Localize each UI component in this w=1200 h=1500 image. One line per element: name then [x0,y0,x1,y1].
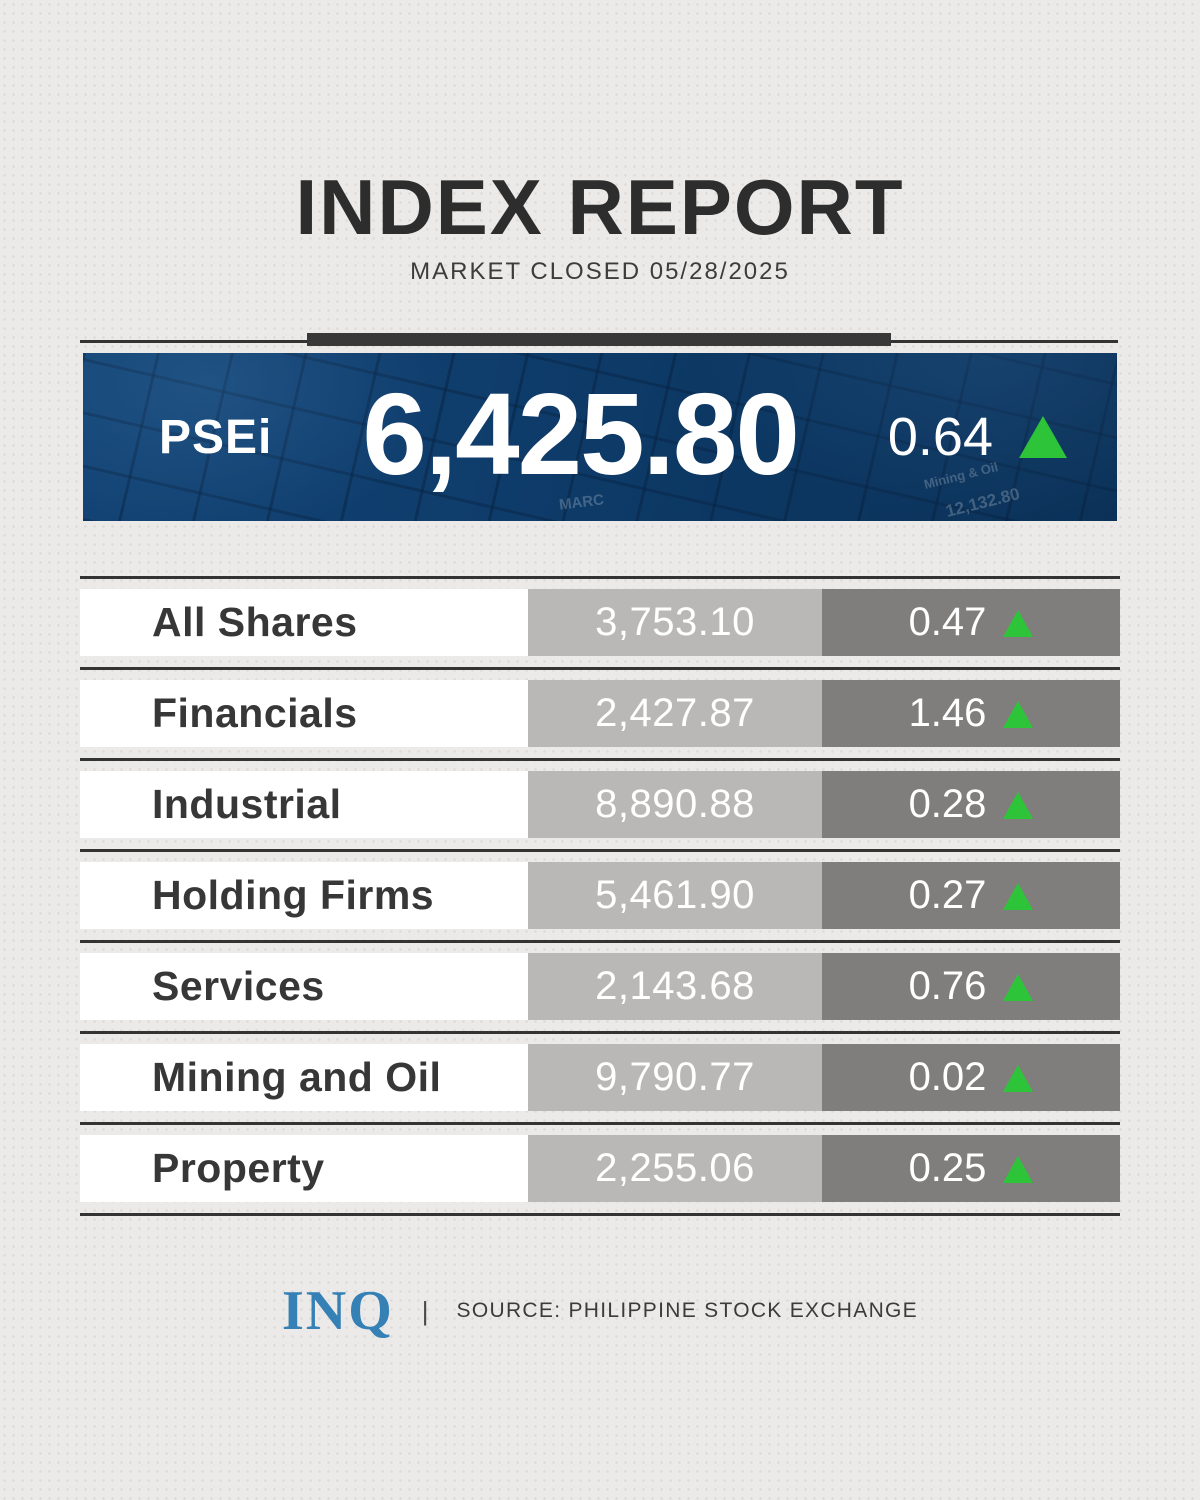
index-change-cell: 0.25 [822,1135,1120,1202]
index-name-cell: Services [80,953,528,1020]
index-name-cell: All Shares [80,589,528,656]
row-separator [80,667,1120,670]
index-name-cell: Mining and Oil [80,1044,528,1111]
index-name-cell: Financials [80,680,528,747]
row-separator [80,758,1120,761]
index-name-cell: Holding Firms [80,862,528,929]
banner-photo-overlay [83,353,1117,521]
row-separator [80,1031,1120,1034]
index-table: All Shares 3,753.10 0.47 Financials 2,42… [80,576,1120,1216]
index-change-cell: 0.28 [822,771,1120,838]
index-change-percent: 0.28 [908,782,987,826]
index-change-cell: 0.02 [822,1044,1120,1111]
index-value-cell: 9,790.77 [528,1044,822,1111]
up-triangle-icon [1003,1156,1034,1183]
index-value-cell: 3,753.10 [528,589,822,656]
inq-logo: INQ [281,1280,394,1342]
index-value-cell: 5,461.90 [528,862,822,929]
index-change-percent: 0.47 [908,600,987,644]
psei-change-group: 0.64 [888,406,1067,468]
psei-change-percent: 0.64 [887,407,993,467]
psei-label: PSEi [159,410,273,464]
index-change-percent: 0.76 [908,964,987,1008]
table-row: Holding Firms 5,461.90 0.27 [80,862,1120,929]
banner-content: PSEi 6,425.80 0.64 [83,353,1117,521]
psei-value: 6,425.80 [362,369,800,499]
index-change-percent: 0.02 [908,1055,987,1099]
row-separator [80,576,1120,579]
up-triangle-icon [1019,416,1067,458]
index-change-percent: 0.27 [908,873,987,917]
up-triangle-icon [1003,974,1034,1001]
table-row: Services 2,143.68 0.76 [80,953,1120,1020]
table-row: All Shares 3,753.10 0.47 [80,589,1120,656]
index-change-cell: 0.47 [822,589,1120,656]
page-title: INDEX REPORT [295,163,905,251]
row-separator [80,1122,1120,1125]
index-value-cell: 2,427.87 [528,680,822,747]
index-change-percent: 0.25 [908,1146,987,1190]
source-attribution: SOURCE: PHILIPPINE STOCK EXCHANGE [456,1299,918,1322]
row-separator [80,1213,1120,1216]
table-row: Financials 2,427.87 1.46 [80,680,1120,747]
up-triangle-icon [1003,610,1034,637]
index-name-cell: Industrial [80,771,528,838]
up-triangle-icon [1003,883,1034,910]
market-status-subtitle: MARKET CLOSED 05/28/2025 [410,258,790,285]
table-row: Industrial 8,890.88 0.28 [80,771,1120,838]
footer-pipe-divider: | [421,1295,429,1326]
index-value-cell: 2,255.06 [528,1135,822,1202]
index-change-cell: 1.46 [822,680,1120,747]
row-separator [80,849,1120,852]
index-name-cell: Property [80,1135,528,1202]
index-value-cell: 8,890.88 [528,771,822,838]
index-change-cell: 0.76 [822,953,1120,1020]
row-separator [80,940,1120,943]
index-change-cell: 0.27 [822,862,1120,929]
up-triangle-icon [1003,792,1034,819]
up-triangle-icon [1003,1065,1034,1092]
psei-banner: MARC Mining & Oil 12,132.80 PSEi 6,425.8… [83,353,1117,521]
up-triangle-icon [1003,701,1034,728]
table-row: Mining and Oil 9,790.77 0.02 [80,1044,1120,1111]
table-row: Property 2,255.06 0.25 [80,1135,1120,1202]
index-change-percent: 1.46 [908,691,987,735]
index-value-cell: 2,143.68 [528,953,822,1020]
footer: INQ | SOURCE: PHILIPPINE STOCK EXCHANGE [0,1276,1200,1346]
header-divider-bar [307,333,891,346]
